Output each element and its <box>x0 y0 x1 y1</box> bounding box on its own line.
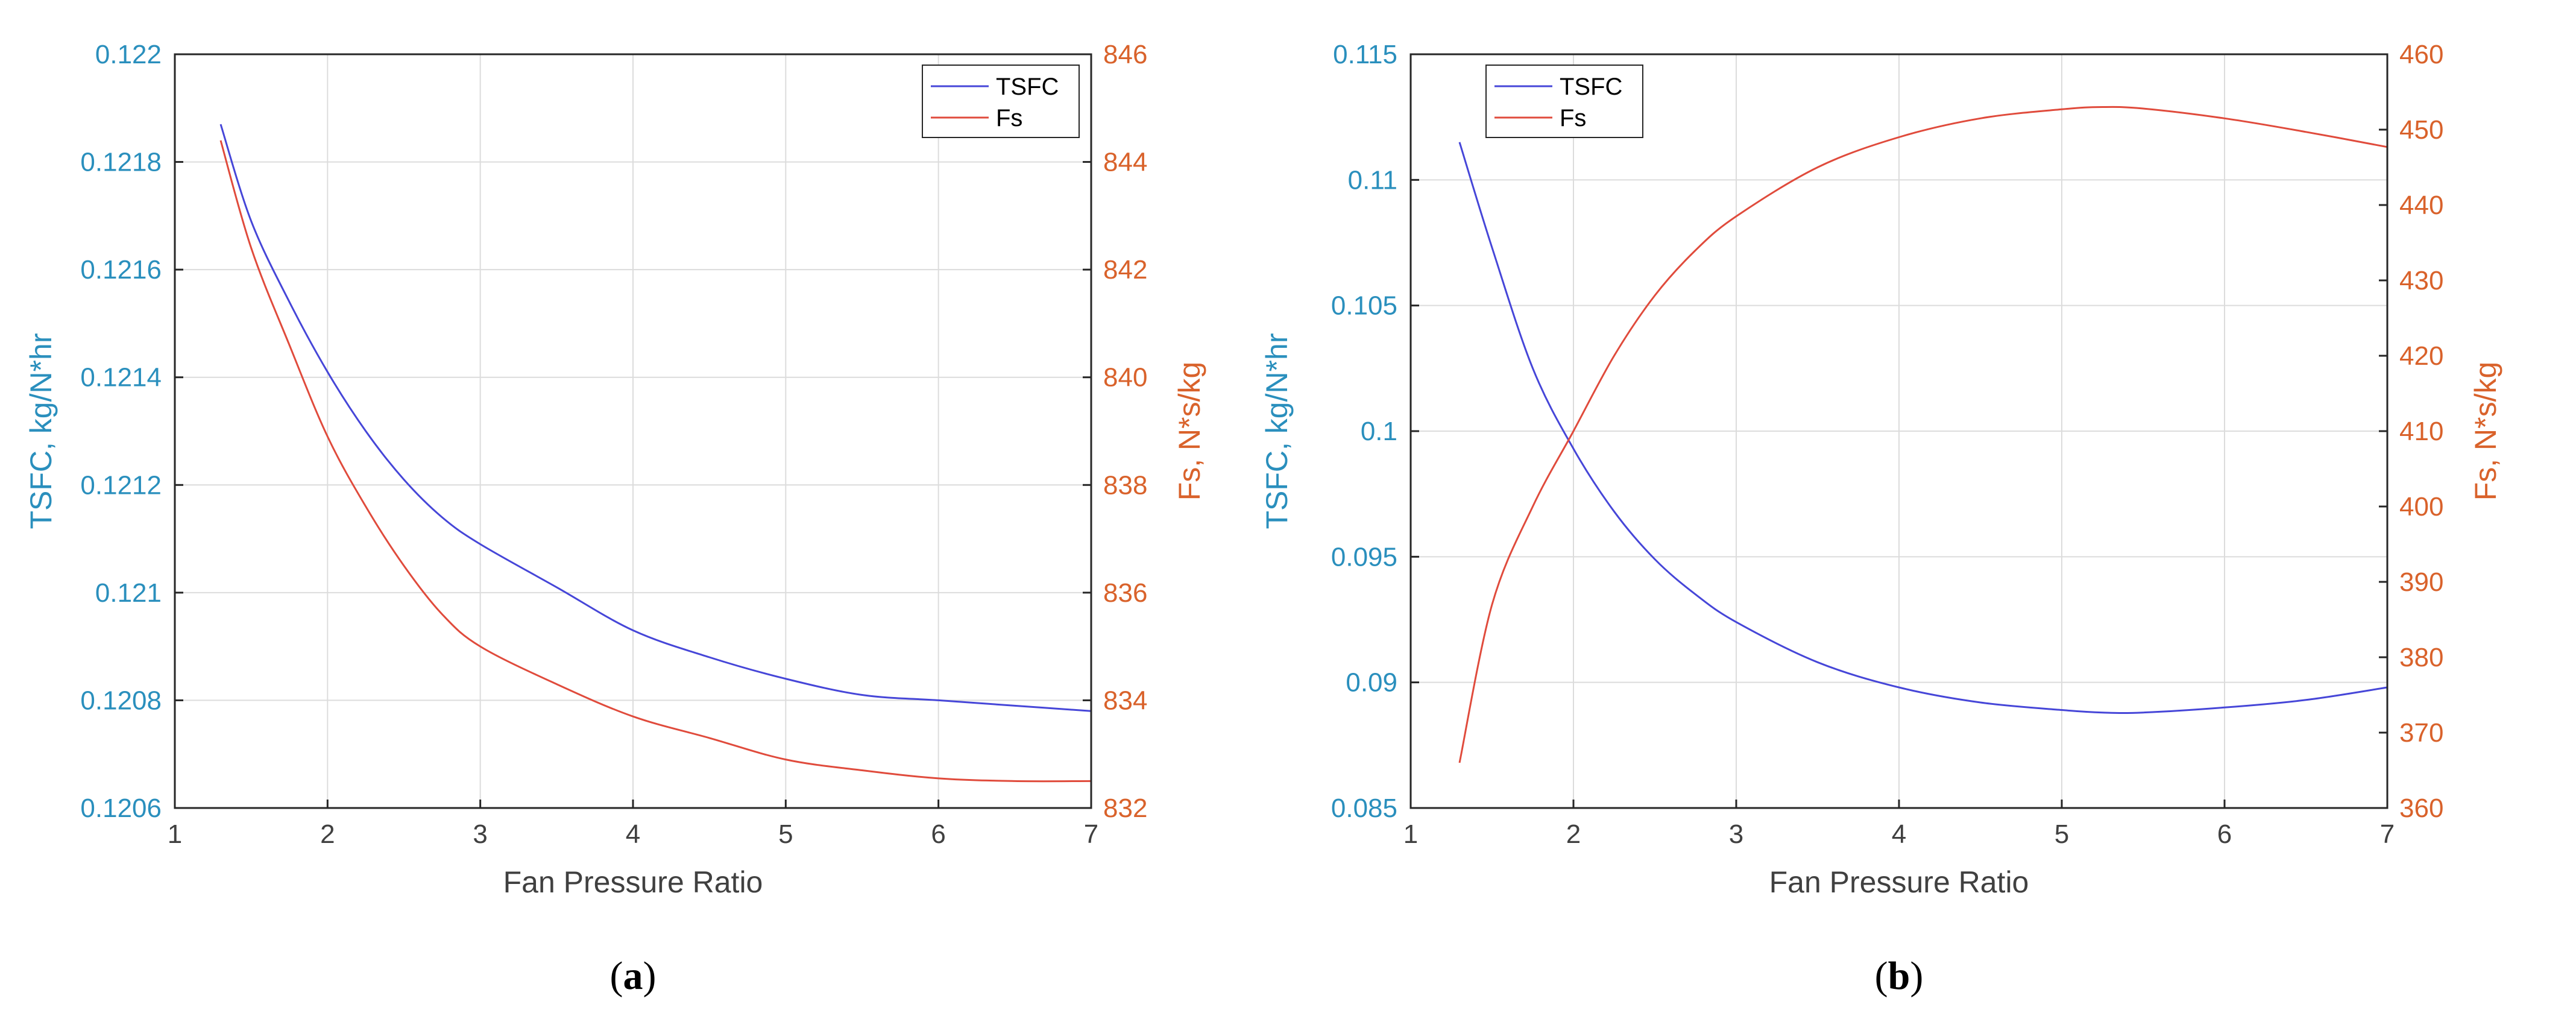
x-tick-label-7: 7 <box>1084 819 1098 849</box>
fs-series-line <box>219 140 1092 783</box>
right-tick-label-430: 430 <box>2399 266 2443 295</box>
x-tick-label-6: 6 <box>2217 819 2232 849</box>
right-tick-label-836: 836 <box>1103 578 1147 608</box>
left-tick-label-0-09: 0.09 <box>1346 668 1397 698</box>
right-tick-label-460: 460 <box>2399 40 2443 69</box>
left-tick-label-0-095: 0.095 <box>1331 542 1397 572</box>
right-tick-label-450: 450 <box>2399 115 2443 145</box>
left-tick-label-0-115: 0.115 <box>1333 40 1397 69</box>
left-tick-label-0-1214: 0.1214 <box>80 363 162 393</box>
x-tick-label-5: 5 <box>778 819 793 849</box>
x-tick-label-1: 1 <box>1403 819 1418 849</box>
left-tick-label-0-105: 0.105 <box>1331 291 1397 321</box>
left-tick-label-0-1216: 0.1216 <box>80 255 162 285</box>
right-y-axis-label: Fs, N*s/kg <box>1173 362 1206 501</box>
right-tick-label-842: 842 <box>1103 255 1147 285</box>
panel-caption-a: (a) <box>610 954 657 998</box>
x-tick-label-2: 2 <box>1566 819 1581 849</box>
x-tick-label-2: 2 <box>320 819 335 849</box>
right-tick-label-838: 838 <box>1103 470 1147 500</box>
right-tick-label-832: 832 <box>1103 794 1147 823</box>
right-tick-label-844: 844 <box>1103 148 1147 177</box>
fs-series-line <box>1458 106 2388 763</box>
right-tick-label-360: 360 <box>2399 794 2443 823</box>
left-tick-label-0-1206: 0.1206 <box>80 794 162 823</box>
left-tick-label-0-1: 0.1 <box>1361 417 1397 446</box>
panel-caption-b: (b) <box>1875 954 1924 998</box>
legend-label-tsfc: TSFC <box>1560 74 1622 100</box>
right-tick-label-400: 400 <box>2399 492 2443 522</box>
tick-labels: 1 2 3 4 5 6 7 0.1206 0.1208 0.121 0.1212 0.1214 0.12… <box>80 40 1147 849</box>
tsfc-series-line <box>219 124 1092 712</box>
left-tick-label-0-1218: 0.1218 <box>80 148 162 177</box>
x-tick-label-5: 5 <box>2055 819 2069 849</box>
right-tick-label-440: 440 <box>2399 191 2443 220</box>
grid-lines <box>1411 54 2387 808</box>
right-tick-label-380: 380 <box>2399 643 2443 672</box>
x-tick-label-6: 6 <box>931 819 945 849</box>
left-tick-label-0-122: 0.122 <box>95 40 162 69</box>
left-y-axis-label: TSFC, kg/N*hr <box>1260 333 1294 529</box>
series-curves <box>219 124 1092 783</box>
left-tick-label-0-1208: 0.1208 <box>80 686 162 715</box>
left-tick-label-0-11: 0.11 <box>1348 165 1397 195</box>
left-tick-label-0-085: 0.085 <box>1331 794 1397 823</box>
x-tick-label-4: 4 <box>626 819 640 849</box>
left-tick-label-0-121: 0.121 <box>95 578 162 608</box>
right-tick-label-840: 840 <box>1103 363 1147 393</box>
right-tick-label-834: 834 <box>1103 686 1147 715</box>
right-tick-label-846: 846 <box>1103 40 1147 69</box>
chart-panel-b: 1 2 3 4 5 6 7 0.085 0.09 0.095 0.1 0.105 0.11 0.115 36… <box>1260 40 2502 998</box>
right-tick-label-390: 390 <box>2399 567 2443 597</box>
x-tick-label-3: 3 <box>473 819 487 849</box>
chart-panel-a: 1 2 3 4 5 6 7 0.1206 0.1208 0.121 0.1212 0.1214 0.12… <box>24 40 1206 998</box>
x-tick-label-3: 3 <box>1729 819 1743 849</box>
x-axis-label: Fan Pressure Ratio <box>1769 865 2029 899</box>
left-y-axis-label: TSFC, kg/N*hr <box>24 333 58 529</box>
right-y-axis-label: Fs, N*s/kg <box>2469 362 2502 501</box>
legend: TSFC Fs <box>922 65 1080 138</box>
x-tick-label-1: 1 <box>168 819 182 849</box>
legend-label-fs: Fs <box>1560 105 1586 131</box>
legend-label-tsfc: TSFC <box>996 74 1059 100</box>
right-tick-label-370: 370 <box>2399 718 2443 748</box>
legend: TSFC Fs <box>1485 65 1643 138</box>
tick-labels: 1 2 3 4 5 6 7 0.085 0.09 0.095 0.1 0.105 0.11 0.115 36… <box>1331 40 2444 849</box>
left-tick-label-0-1212: 0.1212 <box>80 470 162 500</box>
x-axis-label: Fan Pressure Ratio <box>503 865 763 899</box>
series-curves <box>1458 106 2388 763</box>
legend-label-fs: Fs <box>996 105 1022 131</box>
legend-box <box>1485 65 1643 138</box>
legend-box <box>922 65 1080 138</box>
grid-lines <box>175 54 1091 808</box>
x-tick-label-7: 7 <box>2380 819 2395 849</box>
x-tick-label-4: 4 <box>1892 819 1906 849</box>
right-tick-label-420: 420 <box>2399 341 2443 371</box>
tsfc-series-line <box>1458 142 2388 715</box>
right-tick-label-410: 410 <box>2399 417 2443 446</box>
